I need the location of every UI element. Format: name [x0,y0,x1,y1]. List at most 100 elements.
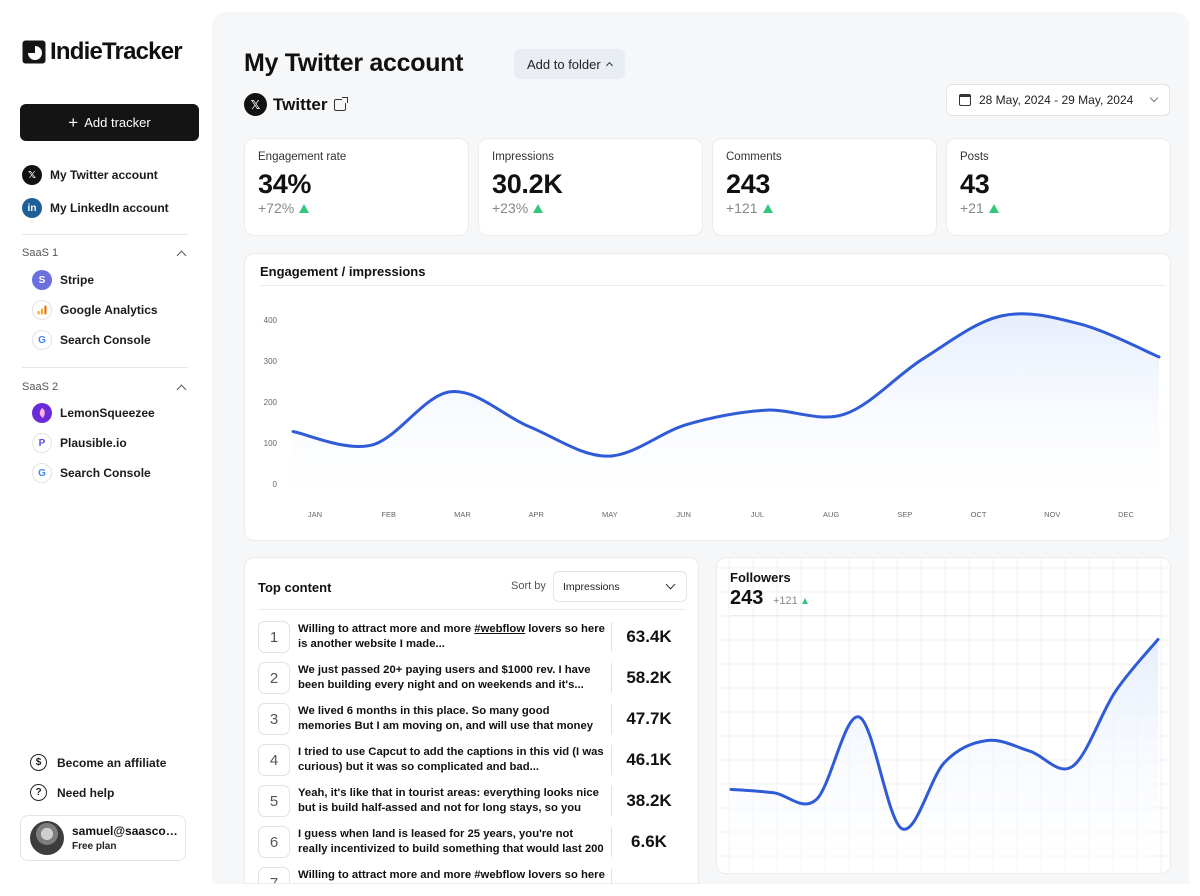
affiliate-label: Become an affiliate [57,755,167,770]
need-help-link[interactable]: ? Need help [30,784,114,801]
top-content-divider [258,609,686,610]
row-text: Willing to attract more and more #webflo… [298,868,612,883]
top-content-title: Top content [258,580,332,595]
row-text-part: lovers so here is another website I made… [298,623,605,650]
become-affiliate-link[interactable]: $ Become an affiliate [30,754,166,771]
sidebar-item-label: Google Analytics [60,303,158,317]
row-text: We just passed 20+ paying users and $100… [298,663,612,693]
sidebar-divider [22,367,188,368]
x-tick-label: FEB [381,510,396,519]
add-to-folder-button[interactable]: Add to folder [514,49,625,79]
calendar-icon [959,94,971,106]
followers-title: Followers [730,570,791,585]
user-plan: Free plan [72,841,117,852]
hashtag-link[interactable]: #webflow [474,623,526,635]
followers-delta: +121 [773,595,798,607]
chart-title: Engagement / impressions [260,264,426,279]
stat-delta: +121 [726,200,758,216]
row-text: Yeah, it's like that in tourist areas: e… [298,786,612,816]
sidebar-item-search-console[interactable]: G Search Console [32,462,151,484]
sidebar-item-label: LemonSqueezee [60,406,155,420]
row-value: 47.7K [626,709,672,728]
stat-delta: +23% [492,200,529,216]
platform-link[interactable]: 𝕏 Twitter [244,93,349,116]
google-logo-icon: G [32,330,52,350]
group-title: SaaS 1 [22,247,59,259]
y-tick-label: 100 [264,439,278,448]
table-row[interactable]: 6 I guess when land is leased for 25 yea… [258,824,686,860]
sidebar-item-google-analytics[interactable]: Google Analytics [32,299,158,321]
stat-value: 43 [960,169,990,199]
followers-chart [717,558,1170,873]
help-label: Need help [57,785,115,800]
row-value: 63.4K [626,627,672,646]
plausible-logo-icon: P [32,433,52,453]
table-row[interactable]: 5 Yeah, it's like that in tourist areas:… [258,783,686,819]
x-tick-label: JUL [751,510,764,519]
row-text: I tried to use Capcut to add the caption… [298,745,612,775]
x-tick-label: NOV [1044,510,1060,519]
group-header-saas2[interactable]: SaaS 2 [22,381,188,394]
trend-up-icon [988,203,999,213]
user-card[interactable]: samuel@saascom... Free plan [20,815,186,861]
sort-select[interactable]: Impressions [553,571,687,602]
engagement-chart: 0 100 200 300 400 JAN FEB MAR APR MAY JUN JUL AUG SEP… [264,312,1161,519]
engagement-series-area [293,313,1159,504]
trend-up-icon [801,598,808,604]
stat-card-posts: Posts 43 +21 [946,138,1171,236]
stripe-logo-icon: S [32,270,52,290]
trend-up-icon [299,203,310,213]
sidebar-item-label: My LinkedIn account [50,201,169,215]
add-tracker-button[interactable]: + Add tracker [20,104,199,141]
chart-divider [260,285,1166,286]
sidebar-item-plausible[interactable]: P Plausible.io [32,432,127,454]
row-rank: 3 [258,703,290,735]
app-logo[interactable]: IndieTracker [22,38,183,66]
sidebar-item-label: My Twitter account [50,168,158,182]
table-row[interactable]: 4 I tried to use Capcut to add the capti… [258,742,686,778]
engagement-chart-card: Engagement / impressions 0 100 200 300 400 JA… [244,253,1171,541]
engagement-series-line [291,312,1161,458]
row-rank: 6 [258,826,290,858]
followers-series-area [731,639,1158,873]
table-row[interactable]: 2 We just passed 20+ paying users and $1… [258,660,686,696]
followers-card: Followers 243 +121 [716,557,1171,874]
sort-by-label: Sort by [511,580,546,592]
chevron-up-icon[interactable] [176,384,187,394]
help-icon: ? [30,784,47,801]
external-link-icon [334,96,349,111]
stat-card-engagement: Engagement rate 34% +72% [244,138,469,236]
sidebar-item-twitter[interactable]: 𝕏 My Twitter account [22,164,158,186]
top-content-card: Top content Sort by Impressions 1 Willin… [244,557,699,884]
table-row[interactable]: 1 Willing to attract more and more #webf… [258,619,686,655]
indietracker-logo-icon [22,40,46,64]
sidebar-item-linkedin[interactable]: in My LinkedIn account [22,197,169,219]
chevron-up-icon[interactable] [176,250,187,260]
followers-series-line [729,637,1160,831]
table-row[interactable]: 3 We lived 6 months in this place. So ma… [258,701,686,737]
sidebar-item-search-console[interactable]: G Search Console [32,329,151,351]
stat-card-comments: Comments 243 +121 [712,138,937,236]
user-email: samuel@saascom... [72,824,182,838]
stat-value: 30.2K [492,169,563,199]
dollar-icon: $ [30,754,47,771]
stat-value: 243 [726,169,771,199]
group-header-saas1[interactable]: SaaS 1 [22,247,188,260]
x-tick-label: AUG [823,510,839,519]
chevron-down-icon [665,579,676,590]
sidebar-item-lemonsqueezee[interactable]: LemonSqueezee [32,402,155,424]
sidebar: IndieTracker + Add tracker 𝕏 My Twitter … [0,0,212,896]
stat-card-impressions: Impressions 30.2K +23% [478,138,703,236]
followers-value: 243 [730,587,764,609]
row-text: We lived 6 months in this place. So many… [298,704,612,734]
table-row[interactable]: 7 Willing to attract more and more #webf… [258,865,686,883]
row-value: 6.6K [631,832,667,851]
date-range-value: 28 May, 2024 - 29 May, 2024 [979,93,1134,107]
stat-label: Engagement rate [258,151,347,163]
date-range-picker[interactable]: 28 May, 2024 - 29 May, 2024 [946,84,1170,116]
followers-divider [730,615,1158,616]
sidebar-item-stripe[interactable]: S Stripe [32,269,94,291]
sidebar-item-label: Plausible.io [60,436,127,450]
plus-icon: + [68,113,79,132]
x-tick-label: OCT [971,510,987,519]
